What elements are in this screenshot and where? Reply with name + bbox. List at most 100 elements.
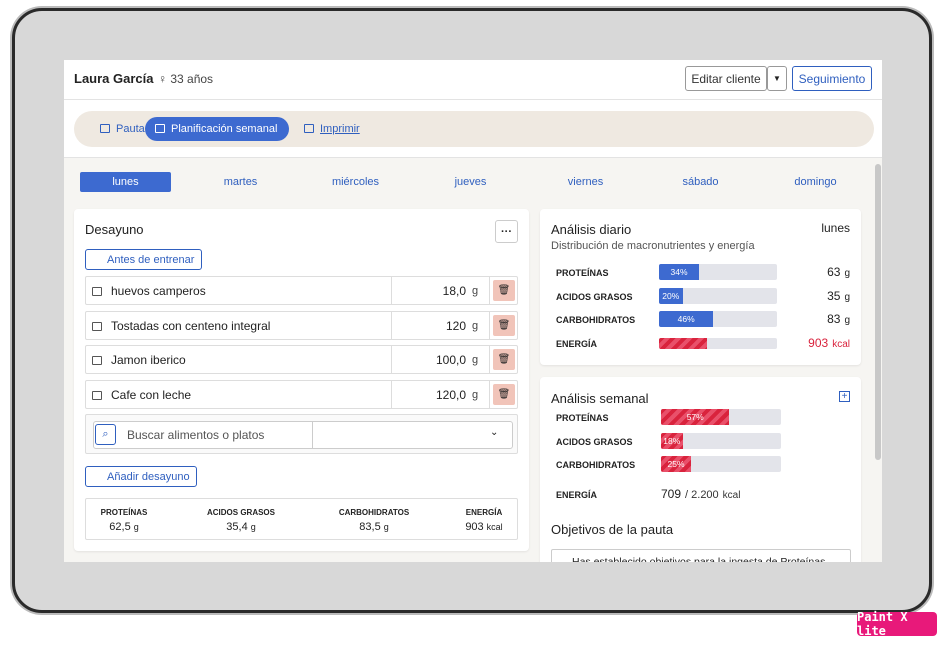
- macro-bar: 34%: [659, 264, 777, 280]
- delete-button[interactable]: 🗑: [493, 349, 515, 370]
- day-tab[interactable]: jueves: [454, 176, 487, 188]
- total-unit: g: [250, 522, 256, 532]
- macro-unit: g: [844, 291, 850, 303]
- delete-button[interactable]: 🗑: [493, 280, 515, 301]
- macro-fill: 46%: [659, 311, 714, 327]
- macro-unit: g: [844, 315, 850, 326]
- macro-fill: [659, 337, 708, 349]
- search-box: ⌕ Buscar alimentos o platos ⌄: [85, 414, 518, 454]
- food-qty: 100,0: [435, 353, 466, 367]
- macro-label: CARBOHIDRATOS: [556, 460, 636, 470]
- macro-fill: 34%: [659, 264, 700, 280]
- food-name: Tostadas con centeno integral: [111, 318, 271, 333]
- total-unit: kcal: [486, 522, 503, 532]
- follow-button[interactable]: Seguimiento: [792, 66, 872, 91]
- divider: [489, 311, 490, 339]
- total-value: 903 kcal: [424, 521, 544, 533]
- total-value: 83,5 g: [314, 521, 434, 533]
- divider: [312, 422, 313, 448]
- total-label: ENERGÍA: [465, 508, 503, 517]
- scrollbar: [875, 164, 881, 460]
- macro-label: ACIDOS GRASOS: [556, 436, 633, 447]
- select-arrow[interactable]: ⌄: [490, 427, 499, 438]
- tag-button[interactable]: Antes de entrenar: [85, 249, 203, 270]
- daily-day: lunes: [821, 221, 850, 235]
- meal-title: Desayuno: [85, 222, 144, 237]
- tab-label: Imprimir: [320, 123, 360, 135]
- divider: [391, 346, 392, 373]
- food-row: Jamon iberico 100,0 g 🗑: [85, 345, 518, 374]
- total-value: 62,5 g: [64, 521, 184, 533]
- total-label: ACIDOS GRASOS: [206, 508, 275, 517]
- divider: [391, 311, 392, 339]
- macro-unit: g: [844, 268, 850, 279]
- day-tab[interactable]: martes: [223, 176, 258, 188]
- tab[interactable]: Pauta: [90, 117, 157, 141]
- expand-button[interactable]: +: [839, 391, 850, 402]
- food-icon: [92, 321, 102, 331]
- macro-value: 63 g: [740, 265, 850, 279]
- daily-card: Análisis diario lunes Distribución de macr…: [540, 209, 861, 365]
- tab[interactable]: Imprimir: [294, 117, 372, 141]
- total-value: 62,5: [109, 521, 131, 533]
- tab[interactable]: Planificación semanal: [145, 117, 290, 141]
- macro-bar: 25%: [661, 456, 781, 472]
- day-tab[interactable]: viernes: [567, 176, 604, 188]
- food-unit: g: [472, 319, 479, 332]
- food-row: Cafe con leche 120,0 g 🗑: [85, 379, 518, 409]
- dropdown-button[interactable]: ▼: [767, 66, 787, 91]
- food-unit: g: [472, 388, 479, 401]
- weekly-card: Análisis semanal + PROTEÍNAS 57% ACIDOS GRAS…: [540, 377, 861, 562]
- client-name: Laura García: [74, 71, 154, 86]
- delete-button[interactable]: 🗑: [493, 383, 515, 405]
- total-unit: g: [383, 522, 389, 532]
- macro-fill: 18%: [661, 432, 683, 449]
- delete-button[interactable]: 🗑: [493, 314, 515, 336]
- macro-label: CARBOHIDRATOS: [556, 315, 636, 325]
- day-tab[interactable]: sábado: [682, 176, 719, 188]
- food-name: huevos camperos: [111, 284, 206, 298]
- food-qty: 120: [445, 318, 466, 333]
- divider: [391, 380, 392, 408]
- add-button[interactable]: Añadir desayuno: [85, 466, 197, 487]
- macro-unit: kcal: [832, 338, 850, 350]
- food-qty: 18,0: [442, 284, 466, 298]
- food-icon: [92, 390, 102, 400]
- food-row: huevos camperos 18,0 g 🗑: [85, 276, 518, 305]
- macro-value: 903 kcal: [740, 336, 850, 350]
- macro-bar: 46%: [659, 311, 777, 327]
- divider: [489, 277, 490, 304]
- tab-icon: [100, 124, 110, 133]
- total-unit: g: [133, 522, 139, 532]
- edit-button[interactable]: Editar cliente: [685, 66, 767, 91]
- macro-bar: 57%: [661, 409, 781, 425]
- macro-value: 35 g: [740, 289, 850, 303]
- energy-value: 709: [661, 487, 682, 501]
- client-age: ♀ 33 años: [158, 72, 214, 86]
- daily-title: Análisis diario: [551, 222, 632, 237]
- food-name: Jamon iberico: [111, 353, 186, 367]
- more-button[interactable]: ···: [495, 220, 518, 243]
- day-tab[interactable]: miércoles: [331, 176, 380, 188]
- macro-value: 83: [827, 312, 841, 326]
- search-placeholder[interactable]: Buscar alimentos o platos: [127, 428, 265, 442]
- macro-fill: 25%: [661, 456, 691, 472]
- food-name: Cafe con leche: [111, 387, 192, 402]
- search-icon[interactable]: ⌕: [95, 424, 116, 445]
- macro-label: ENERGÍA: [556, 338, 598, 349]
- energy-target: / 2.200: [685, 489, 719, 501]
- divider: [489, 380, 490, 408]
- macro-fill: 20%: [659, 287, 683, 304]
- tab-icon: [304, 124, 314, 133]
- macro-value: 903: [808, 335, 829, 350]
- day-tab[interactable]: lunes: [80, 172, 171, 192]
- total-value: 35,4: [226, 521, 248, 533]
- header: Laura García ♀ 33 años Editar cliente ▼ …: [64, 60, 882, 100]
- food-qty: 120,0: [435, 387, 466, 402]
- macro-label: ENERGÍA: [556, 490, 598, 500]
- macro-bar: 18%: [661, 432, 781, 449]
- macro-value: 83 g: [740, 312, 850, 326]
- day-tab[interactable]: domingo: [794, 176, 837, 188]
- watermark: Paint X lite: [857, 610, 937, 638]
- total-value: 83,5: [359, 521, 381, 533]
